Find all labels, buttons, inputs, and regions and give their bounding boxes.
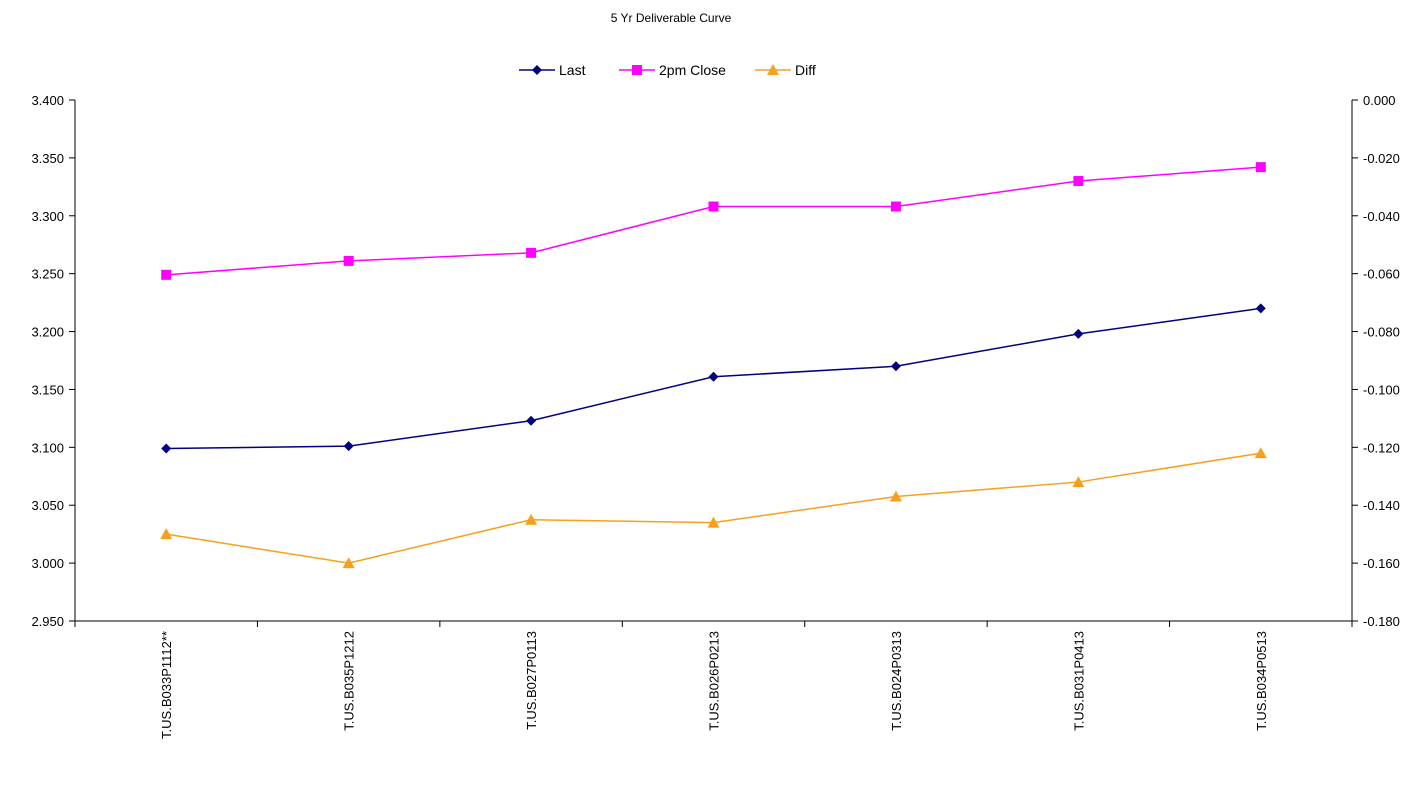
- x-category-label: T.US.B027P0113: [524, 631, 539, 730]
- legend-item: Diff: [755, 62, 816, 78]
- left-tick-label: 3.250: [31, 267, 64, 282]
- data-point-diamond: [1255, 303, 1266, 314]
- data-point-square: [890, 201, 901, 212]
- series-line: [166, 166, 1261, 276]
- left-tick-label: 2.950: [31, 614, 64, 629]
- data-point-triangle: [342, 557, 355, 569]
- data-point-diamond: [343, 441, 354, 452]
- right-tick-label: 0.000: [1363, 93, 1396, 108]
- data-point-triangle: [525, 513, 538, 525]
- data-point-diamond: [161, 443, 172, 454]
- right-tick-label: -0.020: [1363, 151, 1400, 166]
- x-category-label: T.US.B034P0513: [1254, 631, 1269, 731]
- data-point-diamond: [532, 65, 542, 75]
- data-point-square: [632, 65, 642, 75]
- data-point-diamond: [1073, 328, 1084, 339]
- data-point-square: [343, 255, 354, 266]
- data-point-square: [526, 247, 537, 258]
- right-tick-label: -0.060: [1363, 267, 1400, 282]
- legend-label: Diff: [795, 62, 816, 78]
- left-tick-label: 3.400: [31, 93, 64, 108]
- data-point-triangle: [1254, 447, 1267, 459]
- right-tick-label: -0.080: [1363, 325, 1400, 340]
- data-point-triangle: [889, 490, 902, 502]
- data-point-triangle: [767, 64, 779, 75]
- data-point-square: [161, 269, 172, 280]
- data-point-diamond: [890, 361, 901, 372]
- legend-item: 2pm Close: [619, 62, 726, 78]
- x-category-label: T.US.B026P0213: [707, 631, 722, 731]
- x-category-label: T.US.B024P0313: [889, 631, 904, 731]
- x-category-label: T.US.B033P1112**: [159, 631, 174, 739]
- data-point-diamond: [708, 371, 719, 382]
- right-axis-ticks: -0.180 -0.160 -0.140 -0.120 -0.100 -0.080 -0.0…: [1352, 93, 1400, 629]
- data-point-diamond: [526, 415, 537, 426]
- left-axis-ticks: 2.950 3.000 3.050 3.100 3.150 3.200 3.250 3.300…: [31, 93, 75, 629]
- x-category-label: T.US.B031P0413: [1071, 631, 1086, 731]
- series-line: [166, 452, 1261, 564]
- left-tick-label: 3.100: [31, 440, 64, 455]
- legend-label: 2pm Close: [659, 62, 726, 78]
- left-tick-label: 3.050: [31, 498, 64, 513]
- x-axis-ticks: T.US.B033P1112** T.US.B035P1212 T.US.B027P…: [74, 621, 1353, 739]
- left-tick-label: 3.150: [31, 382, 64, 397]
- data-point-triangle: [707, 516, 720, 528]
- x-category-label: T.US.B035P1212: [342, 631, 357, 731]
- series-group: [160, 162, 1267, 569]
- legend-label: Last: [559, 62, 586, 78]
- legend: Last 2pm Close Diff: [519, 62, 816, 78]
- left-tick-label: 3.300: [31, 209, 64, 224]
- right-tick-label: -0.180: [1363, 614, 1400, 629]
- right-tick-label: -0.120: [1363, 440, 1400, 455]
- series-2pm-close: [161, 162, 1266, 280]
- legend-item: Last: [519, 62, 586, 78]
- series-last: [161, 303, 1266, 454]
- right-tick-label: -0.040: [1363, 209, 1400, 224]
- data-point-triangle: [160, 528, 173, 540]
- data-point-square: [1073, 176, 1084, 187]
- data-point-triangle: [1072, 476, 1085, 488]
- right-tick-label: -0.140: [1363, 498, 1400, 513]
- right-tick-label: -0.160: [1363, 556, 1400, 571]
- left-tick-label: 3.000: [31, 556, 64, 571]
- right-tick-label: -0.100: [1363, 382, 1400, 397]
- left-tick-label: 3.200: [31, 325, 64, 340]
- series-diff: [160, 447, 1267, 569]
- data-point-square: [1255, 162, 1266, 173]
- left-tick-label: 3.350: [31, 151, 64, 166]
- data-point-square: [708, 201, 719, 212]
- chart-title: 5 Yr Deliverable Curve: [611, 11, 732, 25]
